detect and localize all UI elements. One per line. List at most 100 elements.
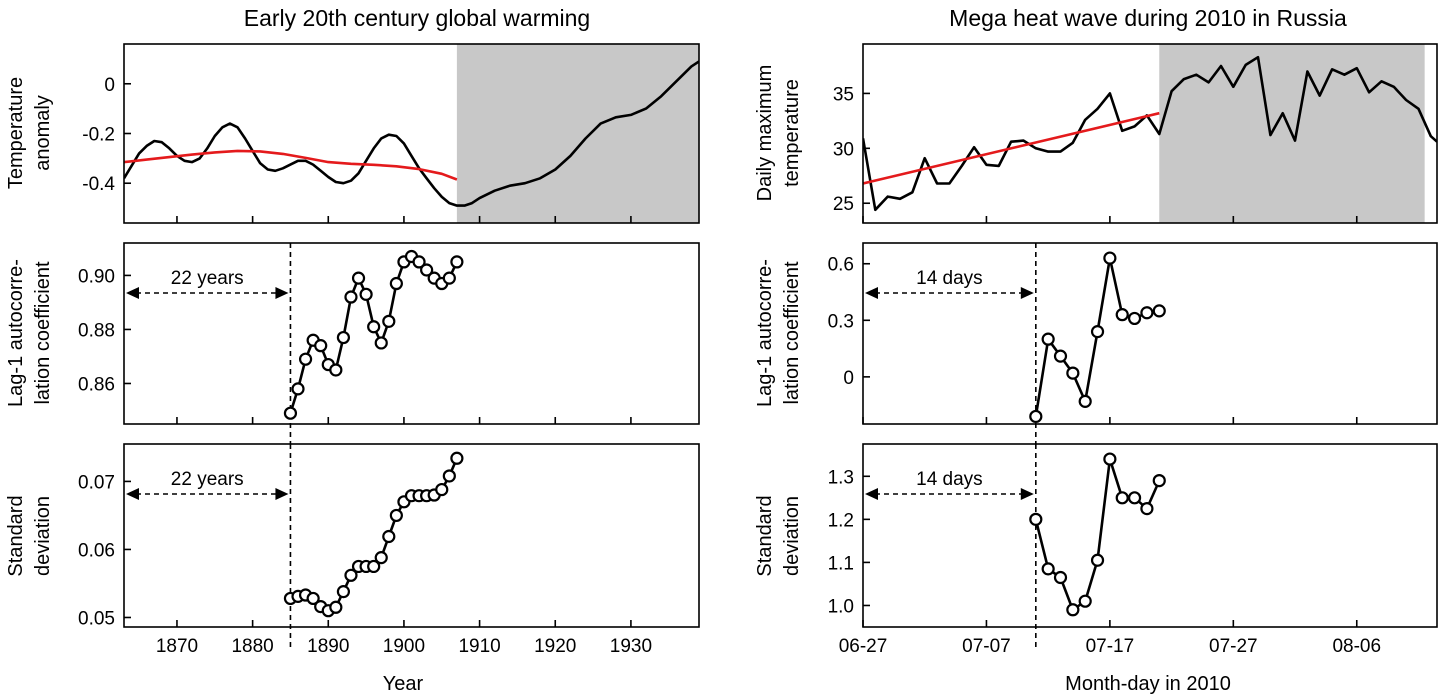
x-tick-label: 06-27 — [839, 636, 888, 657]
data-point — [359, 287, 373, 301]
y-tick-label: 25 — [833, 194, 854, 215]
data-point — [1103, 452, 1117, 466]
data-point — [1090, 553, 1105, 567]
data-point — [374, 336, 388, 350]
data-point — [344, 568, 358, 582]
right-column-title: Mega heat wave during 2010 in Russia — [949, 5, 1347, 31]
x-tick-label: 1870 — [156, 636, 198, 657]
data-point — [291, 382, 305, 396]
y-tick-label: 1.2 — [828, 510, 854, 531]
plot-area — [1034, 457, 1161, 612]
data-point — [1127, 491, 1142, 505]
data-point — [344, 290, 358, 304]
axes-frame — [862, 242, 1438, 425]
left-mid-ylabel: Lag-1 autocorre-lation coefficient — [5, 259, 54, 407]
y-tick-label: 0.06 — [78, 540, 115, 561]
data-point — [1029, 409, 1043, 424]
data-point — [412, 255, 426, 269]
window-arrow-head-left — [126, 287, 139, 299]
data-point — [306, 591, 320, 606]
panel-russia-daily-max-temperature: 25 30 35 — [833, 43, 1438, 224]
window-arrow-head-right — [275, 488, 289, 500]
data-point — [298, 352, 313, 366]
y-tick-label: 0.07 — [78, 472, 115, 493]
y-tick-label: 0.90 — [78, 266, 115, 287]
panel-russia-standard-deviation: 14 days 1.0 1.1 1.2 1.3 06-27 07-07 07-17 07-27 0… — [828, 443, 1438, 657]
y-tick-label: 0 — [104, 75, 115, 96]
data-point — [1041, 332, 1055, 346]
data-point — [1090, 325, 1105, 339]
data-point — [314, 339, 328, 353]
data-point — [382, 314, 396, 328]
y-tick-label: 1.1 — [828, 553, 854, 574]
data-point — [1152, 304, 1166, 318]
y-tick-label: -0.4 — [82, 174, 115, 195]
data-point — [382, 529, 396, 544]
data-point — [450, 451, 464, 465]
left-bottom-ylabel: Standard deviation — [5, 495, 54, 576]
data-point — [1115, 491, 1129, 505]
left-xlabel: Year — [383, 673, 424, 695]
data-point — [1103, 251, 1117, 265]
series-line-daily-maximum-temperature — [863, 55, 1437, 212]
plot-area — [124, 44, 699, 223]
x-tick-label: 07-17 — [1086, 636, 1135, 657]
y-tick-label: 0.3 — [828, 311, 854, 332]
data-point — [351, 271, 366, 285]
window-arrow-head-left — [865, 488, 878, 500]
data-point — [1140, 501, 1154, 516]
data-point — [435, 482, 449, 497]
window-arrow-head-left — [865, 287, 878, 299]
window-arrow-head-right — [1020, 287, 1034, 299]
y-tick-label: 1.3 — [828, 467, 854, 488]
x-tick-label: 1890 — [307, 636, 349, 657]
data-point — [1152, 474, 1166, 488]
data-point — [329, 363, 343, 377]
x-tick-label: 1910 — [458, 636, 500, 657]
y-tick-label: 0.86 — [78, 374, 115, 395]
data-point — [442, 469, 456, 483]
data-point — [1127, 311, 1142, 326]
shaded-region — [456, 44, 699, 223]
data-point — [420, 263, 434, 277]
panel-global-standard-deviation: 22 years 0.05 0.06 0.07 1870 1880 1890 1900 1910… — [78, 443, 700, 657]
y-tick-label: 35 — [833, 84, 854, 105]
series-line-trend — [124, 149, 458, 181]
data-point — [389, 276, 403, 291]
series-line-temperature-anomaly — [124, 60, 699, 207]
panel-global-temperature-anomaly: -0.4 -0.2 0 — [82, 43, 700, 224]
data-point — [1053, 570, 1068, 585]
data-point — [367, 320, 381, 334]
y-tick-label: 0 — [843, 368, 854, 389]
x-tick-label: 07-27 — [1209, 636, 1258, 657]
series-line-trend — [863, 111, 1160, 185]
panel-russia-lag1-autocorrelation: 14 days 0 0.3 0.6 — [828, 242, 1438, 444]
window-arrow-head-right — [275, 287, 289, 299]
data-point — [1078, 594, 1092, 608]
data-point — [1029, 512, 1043, 526]
window-annotation: 14 days — [916, 469, 983, 490]
data-point — [336, 585, 351, 599]
left-column-title: Early 20th century global warming — [244, 5, 590, 31]
right-mid-ylabel: Lag-1 autocorre-lation coefficient — [754, 259, 803, 407]
x-tick-label: 1900 — [383, 636, 425, 657]
x-tick-label: 1880 — [231, 636, 273, 657]
data-point — [329, 600, 343, 614]
data-point — [374, 551, 388, 565]
data-point — [442, 271, 456, 285]
series-line-standard-deviation — [290, 457, 459, 613]
axes-frame — [862, 443, 1438, 628]
data-point — [1041, 562, 1055, 576]
axes-frame — [862, 43, 1438, 224]
right-top-ylabel: Daily maximum temperature — [754, 65, 803, 202]
y-tick-label: 0.6 — [828, 255, 854, 276]
x-tick-label: 07-07 — [962, 636, 1011, 657]
window-annotation: 14 days — [916, 268, 983, 289]
data-point — [283, 406, 298, 420]
data-point — [336, 330, 351, 345]
y-tick-label: 0.05 — [78, 608, 115, 629]
axes-frame — [123, 242, 700, 425]
data-point — [1115, 308, 1129, 322]
window-annotation: 22 years — [171, 268, 244, 289]
